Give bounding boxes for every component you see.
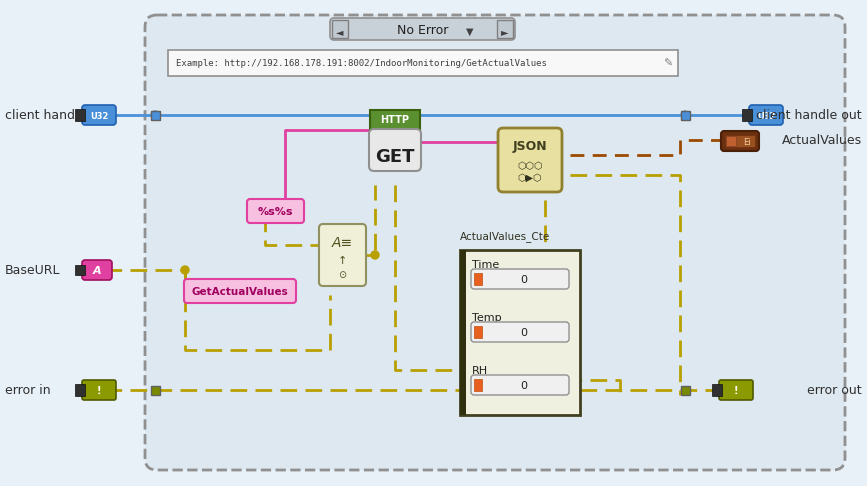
Text: %s%s: %s%s <box>257 207 293 217</box>
Text: !: ! <box>97 386 101 396</box>
Text: U32: U32 <box>757 111 775 121</box>
Bar <box>474 326 482 338</box>
FancyBboxPatch shape <box>497 20 513 38</box>
Bar <box>725 135 755 147</box>
Text: client handle: client handle <box>5 108 86 122</box>
Text: GetActualValues: GetActualValues <box>192 287 289 297</box>
Circle shape <box>681 111 689 119</box>
FancyBboxPatch shape <box>369 129 421 171</box>
FancyBboxPatch shape <box>719 380 753 400</box>
Text: Time: Time <box>472 260 499 270</box>
FancyBboxPatch shape <box>498 128 562 192</box>
Circle shape <box>151 111 159 119</box>
Bar <box>742 109 752 121</box>
Text: BaseURL: BaseURL <box>5 263 61 277</box>
Text: error out: error out <box>807 383 862 397</box>
Text: A: A <box>93 266 101 276</box>
Text: Example: http://192.168.178.191:8002/IndoorMonitoring/GetActualValues: Example: http://192.168.178.191:8002/Ind… <box>176 59 547 69</box>
FancyBboxPatch shape <box>471 375 569 395</box>
Bar <box>681 111 690 120</box>
Text: Temp: Temp <box>472 313 502 323</box>
Text: HTTP: HTTP <box>381 115 409 125</box>
FancyBboxPatch shape <box>330 18 515 40</box>
Bar <box>460 250 466 415</box>
Bar <box>726 136 736 146</box>
Text: error in: error in <box>5 383 50 397</box>
Bar <box>75 384 85 396</box>
Text: 0: 0 <box>520 275 527 285</box>
Text: 0: 0 <box>520 381 527 391</box>
FancyBboxPatch shape <box>471 269 569 289</box>
Bar <box>474 273 482 285</box>
FancyBboxPatch shape <box>319 224 366 286</box>
Text: JSON: JSON <box>512 139 547 153</box>
Bar <box>681 386 690 395</box>
Bar <box>151 386 160 395</box>
Text: ►: ► <box>501 27 509 37</box>
Text: ↑: ↑ <box>337 256 347 266</box>
FancyBboxPatch shape <box>82 105 116 125</box>
FancyBboxPatch shape <box>184 279 296 303</box>
FancyBboxPatch shape <box>145 15 845 470</box>
FancyBboxPatch shape <box>247 199 304 223</box>
Text: U32: U32 <box>90 111 108 121</box>
FancyBboxPatch shape <box>721 131 759 151</box>
Text: ActualValues_Cte: ActualValues_Cte <box>460 231 551 242</box>
Text: A≡: A≡ <box>331 236 353 250</box>
Text: GET: GET <box>375 148 414 166</box>
Bar <box>75 265 85 275</box>
Text: No Error: No Error <box>397 24 449 37</box>
FancyBboxPatch shape <box>370 110 420 130</box>
Text: ⬡⬡⬡
⬡▶⬡: ⬡⬡⬡ ⬡▶⬡ <box>518 161 543 183</box>
Bar <box>712 384 722 396</box>
FancyBboxPatch shape <box>168 50 678 76</box>
Text: client handle out: client handle out <box>756 108 862 122</box>
FancyBboxPatch shape <box>82 380 116 400</box>
Bar <box>474 379 482 391</box>
FancyBboxPatch shape <box>460 250 580 415</box>
Text: ◄: ◄ <box>336 27 343 37</box>
Text: 0: 0 <box>520 328 527 338</box>
Text: ⊙: ⊙ <box>338 270 346 280</box>
FancyBboxPatch shape <box>82 260 112 280</box>
Text: ▼: ▼ <box>466 27 473 37</box>
Bar <box>151 111 160 120</box>
Text: !: ! <box>733 386 738 396</box>
FancyBboxPatch shape <box>749 105 783 125</box>
Text: ✎: ✎ <box>663 59 673 69</box>
Bar <box>75 109 85 121</box>
Text: RH: RH <box>472 366 488 376</box>
Circle shape <box>181 266 189 274</box>
Circle shape <box>371 251 379 259</box>
FancyBboxPatch shape <box>471 322 569 342</box>
Text: Ei: Ei <box>743 138 751 146</box>
Text: ActualValues: ActualValues <box>782 134 862 146</box>
FancyBboxPatch shape <box>332 20 348 38</box>
